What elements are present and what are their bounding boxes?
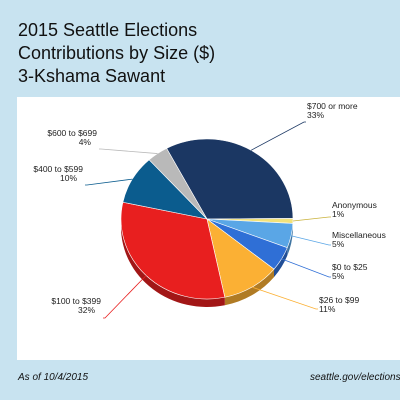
leader-line xyxy=(251,286,318,310)
title-line-1: 2015 Seattle Elections xyxy=(18,20,198,40)
chart-panel: $700 or more 33% Anonymous 1% Miscellaneous 5… xyxy=(17,97,400,360)
slice-label: $26 to $99 xyxy=(319,295,359,305)
slice-label: $700 or more xyxy=(307,101,358,111)
leader-line xyxy=(292,216,331,222)
slice-percent: 1% xyxy=(332,209,345,219)
slice-percent: 5% xyxy=(332,239,345,249)
slice-label: $100 to $399 xyxy=(51,296,101,306)
slice-percent: 4% xyxy=(79,137,92,147)
slice-percent: 32% xyxy=(78,305,95,315)
slice-percent: 5% xyxy=(332,271,345,281)
slice-label: $600 to $699 xyxy=(47,128,97,138)
leader-line xyxy=(281,258,331,278)
leader-line xyxy=(250,121,306,151)
pie-chart: $700 or more33%Anonymous1%Miscellaneous5… xyxy=(33,101,386,319)
slice-label: Anonymous xyxy=(332,200,377,210)
leader-line xyxy=(103,275,147,319)
slice-percent: 11% xyxy=(319,304,336,314)
title-line-2: Contributions by Size ($) xyxy=(18,43,216,63)
chart-title: 2015 Seattle Elections Contributions by … xyxy=(18,19,215,88)
pie-side-miscellaneous xyxy=(287,223,293,256)
slice-label: Miscellaneous xyxy=(332,230,386,240)
title-line-3: 3-Kshama Sawant xyxy=(18,66,166,86)
slice-percent: 10% xyxy=(60,173,77,183)
slice-label: $0 to $25 xyxy=(332,262,368,272)
pie-slice-100-to-399[interactable] xyxy=(120,201,226,300)
slice-percent: 33% xyxy=(307,110,324,120)
pie-slice-700-or-more[interactable] xyxy=(166,138,294,220)
leader-line xyxy=(99,148,158,154)
leader-line xyxy=(290,235,331,246)
source-link[interactable]: seattle.gov/elections xyxy=(310,372,400,383)
as-of-date: As of 10/4/2015 xyxy=(18,372,89,383)
leader-line xyxy=(85,178,133,186)
pie-side-26-to-99 xyxy=(224,269,274,306)
slice-label: $400 to $599 xyxy=(33,164,83,174)
